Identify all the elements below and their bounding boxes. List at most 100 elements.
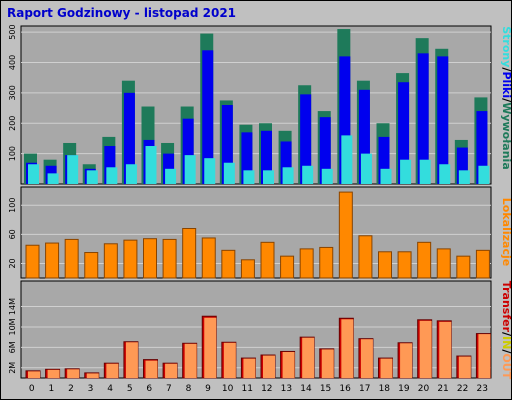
bar-lokalizacje-14: [299, 248, 314, 279]
bar-wywołania-21: [439, 164, 451, 184]
bar-lokalizacje-19: [397, 251, 412, 279]
x-tick-label: 13: [281, 384, 292, 394]
bar-pliki-5: [123, 92, 135, 184]
bar-out-6: [145, 360, 158, 378]
y-tick-label: 10M: [8, 318, 17, 335]
bar-wywołania-20: [419, 159, 431, 184]
y-tick-label: 100: [8, 146, 17, 161]
bar-lokalizacje-16: [338, 191, 353, 279]
x-tick-label: 5: [127, 384, 133, 394]
bar-out-19: [400, 343, 413, 378]
panel-hits: 100 200 300 400 500: [8, 24, 492, 185]
legend-part: IN: [500, 336, 512, 349]
panel-transfer: 2M 6M 10M 14M: [8, 280, 492, 379]
bar-wywołania-19: [400, 159, 412, 184]
x-tick-label: 19: [398, 384, 410, 394]
bar-lokalizacje-3: [84, 252, 99, 279]
x-tick-label: 8: [186, 384, 192, 394]
bar-out-7: [165, 363, 178, 378]
bar-pliki-14: [300, 94, 312, 184]
legend-part: Lokalizacje: [500, 198, 512, 266]
legend-part: Transfer: [500, 281, 512, 333]
bar-wywołania-2: [67, 155, 79, 184]
bar-out-0: [28, 371, 40, 378]
bar-lokalizacje-12: [260, 241, 275, 279]
bar-pliki-16: [339, 56, 351, 185]
y-tick-label: 300: [8, 85, 17, 100]
x-tick-label: 7: [166, 384, 172, 394]
bar-lokalizacje-8: [182, 227, 197, 279]
bar-pliki-18: [378, 136, 390, 184]
x-tick-label: 9: [205, 384, 211, 394]
y-tick-label: 6M: [8, 341, 17, 353]
bar-lokalizacje-7: [162, 238, 177, 279]
plot-area: [20, 25, 492, 185]
bar-wywołania-11: [243, 170, 255, 184]
legend-lokalizacje: Lokalizacje: [500, 198, 512, 266]
bar-pliki-17: [358, 89, 370, 184]
bar-wywołania-14: [302, 165, 314, 184]
bar-lokalizacje-13: [280, 255, 295, 279]
bar-wywołania-12: [263, 170, 274, 184]
bar-lokalizacje-5: [123, 239, 138, 279]
y-tick-label: 14M: [8, 298, 17, 315]
legend-hits: Strony/Pliki/Wywołania: [500, 26, 512, 170]
bar-wywołania-0: [28, 164, 39, 184]
bar-wywołania-15: [321, 168, 333, 184]
bar-lokalizacje-11: [240, 259, 255, 279]
y-tick-label: 2M: [8, 362, 17, 374]
bar-wywołania-23: [478, 165, 490, 184]
bar-wywołania-5: [125, 164, 137, 184]
bar-out-9: [204, 317, 217, 378]
x-tick-label: 17: [359, 384, 370, 394]
bar-pliki-15: [319, 117, 331, 184]
legend-part: Wywołania: [500, 102, 512, 170]
bar-wywołania-16: [341, 135, 353, 184]
legend-part: /: [500, 98, 512, 103]
bar-wywołania-6: [145, 146, 157, 184]
bar-out-22: [458, 356, 471, 378]
bar-pliki-10: [221, 105, 233, 184]
x-tick-label: 23: [476, 384, 487, 394]
legend-part: /: [500, 67, 512, 72]
bar-out-12: [263, 355, 275, 378]
bar-pliki-8: [182, 118, 194, 184]
x-tick-label: 6: [146, 384, 152, 394]
bar-pliki-19: [398, 82, 410, 184]
bar-out-3: [86, 373, 99, 378]
legend-part: Pliki: [500, 71, 512, 98]
bar-out-10: [223, 342, 236, 378]
bar-wywołania-17: [360, 153, 372, 184]
bar-lokalizacje-22: [456, 255, 471, 279]
x-tick-label: 11: [241, 384, 252, 394]
bar-out-23: [478, 334, 491, 378]
bar-wywołania-10: [223, 162, 235, 184]
y-tick-label: 100: [8, 198, 17, 213]
x-tick-label: 14: [300, 384, 312, 394]
bar-wywołania-1: [47, 173, 59, 184]
x-tick-label: 0: [29, 384, 35, 394]
bar-pliki-23: [476, 111, 488, 184]
bar-pliki-12: [261, 130, 272, 184]
plot-area: [20, 186, 492, 279]
bar-lokalizacje-23: [475, 249, 490, 279]
y-tick-label: 400: [8, 55, 17, 70]
bar-wywołania-22: [458, 170, 470, 184]
x-tick-label: 16: [339, 384, 351, 394]
y-tick-label: 500: [8, 24, 17, 39]
chart-title: Raport Godzinowy - listopad 2021: [7, 6, 236, 20]
bar-out-20: [419, 320, 432, 378]
x-tick-label: 1: [49, 384, 55, 394]
bar-lokalizacje-0: [25, 244, 40, 279]
x-tick-label: 21: [437, 384, 448, 394]
bar-wywołania-3: [86, 170, 98, 184]
bar-out-17: [360, 339, 373, 378]
bar-lokalizacje-2: [64, 238, 79, 279]
x-tick-label: 15: [320, 384, 331, 394]
bar-lokalizacje-6: [143, 238, 157, 279]
bar-pliki-13: [280, 141, 292, 184]
bar-out-2: [67, 369, 80, 378]
bar-lokalizacje-17: [358, 235, 373, 279]
bar-wywołania-8: [184, 155, 196, 184]
